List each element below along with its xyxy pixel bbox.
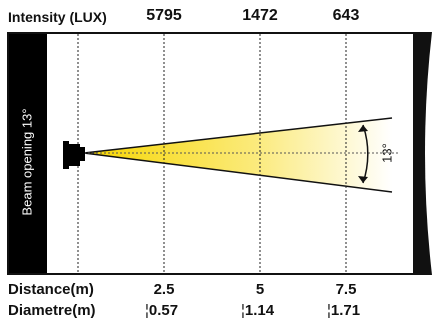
- distance-value-2-5m: 2.5: [154, 281, 175, 298]
- diameter-value-5m: ¦1.14: [241, 302, 274, 319]
- diameter-value-7-5m: ¦1.71: [327, 302, 360, 319]
- distance-label: Distance(m): [8, 281, 94, 298]
- diameter-value-2-5m: ¦0.57: [145, 302, 178, 319]
- distance-value-7-5m: 7.5: [336, 281, 357, 298]
- beam-angle-label: 13°: [380, 143, 395, 163]
- diameter-label: Diametre(m): [8, 302, 96, 319]
- distance-value-5m: 5: [256, 281, 264, 298]
- beam-opening-label: Beam opening 13°: [20, 108, 35, 215]
